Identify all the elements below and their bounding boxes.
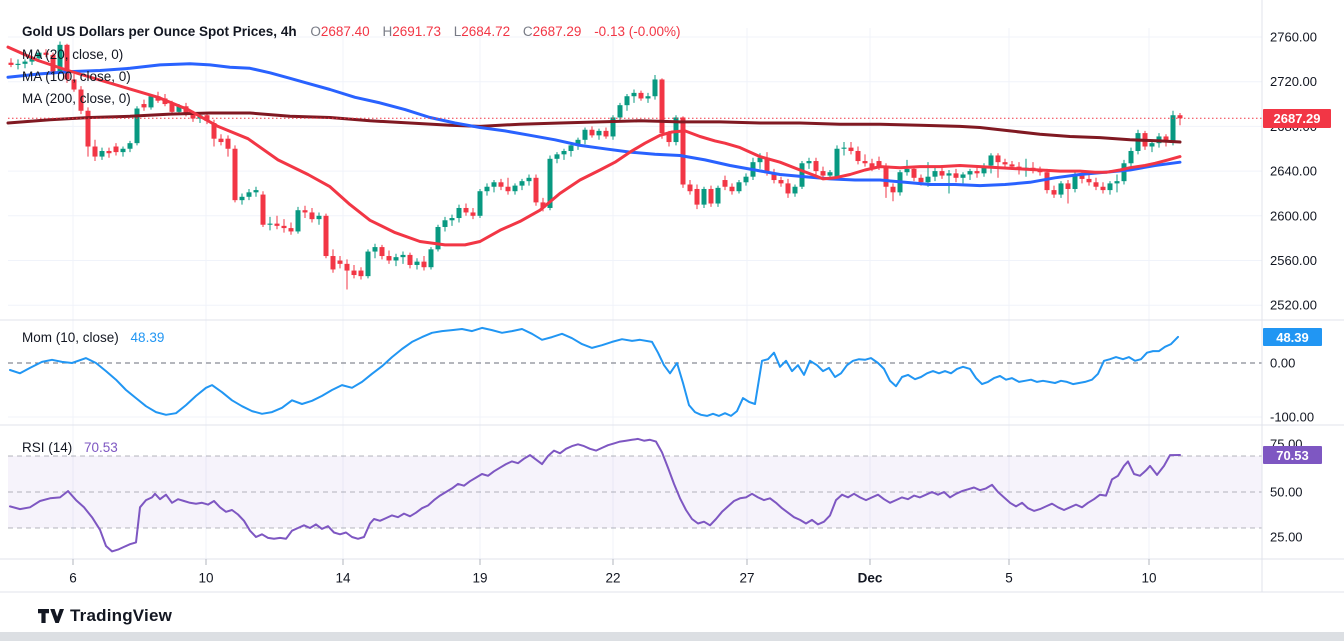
price-axis-label: 2760.00	[1270, 30, 1317, 45]
momentum-value: 48.39	[130, 330, 165, 345]
tradingview-logo-text: TradingView	[70, 606, 173, 625]
legend-ma20[interactable]: MA (20, close, 0)	[22, 47, 124, 62]
rsi-legend[interactable]: RSI (14) 70.53	[22, 440, 118, 455]
time-axis-label: 6	[69, 571, 77, 586]
momentum-axis-label: 0.00	[1270, 356, 1295, 371]
momentum-value-badge: 48.39	[1263, 328, 1322, 346]
legend-ma100[interactable]: MA (100, close, 0)	[22, 69, 131, 84]
candlestick-layer[interactable]	[8, 41, 1183, 290]
rsi-label: RSI (14)	[22, 440, 73, 455]
time-axis-label: 22	[605, 571, 620, 586]
bottom-border-band	[0, 632, 1344, 641]
momentum-legend[interactable]: Mom (10, close) 48.39	[22, 330, 164, 345]
time-axis-label: 19	[472, 571, 487, 586]
price-axis[interactable]: 2760.002720.002680.002640.002600.002560.…	[1270, 30, 1317, 545]
ma200-line	[6, 111, 1182, 144]
rsi-value-badge: 70.53	[1263, 446, 1322, 464]
change-value: -0.13 (-0.00%)	[594, 24, 681, 39]
high-label: H	[382, 24, 393, 39]
time-axis[interactable]: 6 10 14 19 22 27 Dec 5 10	[69, 559, 1157, 586]
time-axis-label: 14	[335, 571, 351, 586]
rsi-value: 70.53	[84, 440, 118, 455]
price-axis-label: 2640.00	[1270, 164, 1317, 179]
open-label: O	[310, 24, 321, 39]
high-value: 2691.73	[392, 24, 441, 39]
tradingview-logo-icon	[38, 608, 64, 623]
time-axis-label: 10	[1141, 571, 1156, 586]
momentum-panel	[8, 326, 1262, 417]
low-value: 2684.72	[461, 24, 511, 39]
ma20-line	[6, 45, 1182, 247]
tradingview-logo[interactable]: TradingView	[38, 606, 172, 626]
legend-ma200[interactable]: MA (200, close, 0)	[22, 91, 131, 106]
time-axis-label: 5	[1005, 571, 1013, 586]
close-value: 2687.29	[532, 24, 582, 39]
symbol-title: Gold US Dollars per Ounce Spot Prices, 4…	[22, 24, 297, 39]
low-label: L	[453, 24, 462, 39]
chart-title-row: Gold US Dollars per Ounce Spot Prices, 4…	[22, 24, 680, 39]
price-axis-label: 2720.00	[1270, 74, 1317, 89]
time-axis-label: Dec	[858, 571, 883, 586]
momentum-label: Mom (10, close)	[22, 330, 119, 345]
panel-borders	[0, 0, 1344, 593]
price-axis-label: 2520.00	[1270, 298, 1317, 313]
rsi-axis-label: 25.00	[1270, 530, 1303, 545]
time-axis-label: 27	[739, 571, 754, 586]
price-axis-label: 2560.00	[1270, 253, 1317, 268]
open-value: 2687.40	[320, 24, 370, 39]
momentum-axis-label: -100.00	[1270, 410, 1314, 425]
price-axis-label: 2600.00	[1270, 208, 1317, 223]
last-price-badge: 2687.29	[1263, 109, 1331, 128]
rsi-panel	[8, 437, 1262, 553]
rsi-axis-label: 50.00	[1270, 485, 1303, 500]
ma100-line	[6, 62, 1182, 188]
time-axis-label: 10	[198, 571, 213, 586]
close-label: C	[522, 24, 533, 39]
